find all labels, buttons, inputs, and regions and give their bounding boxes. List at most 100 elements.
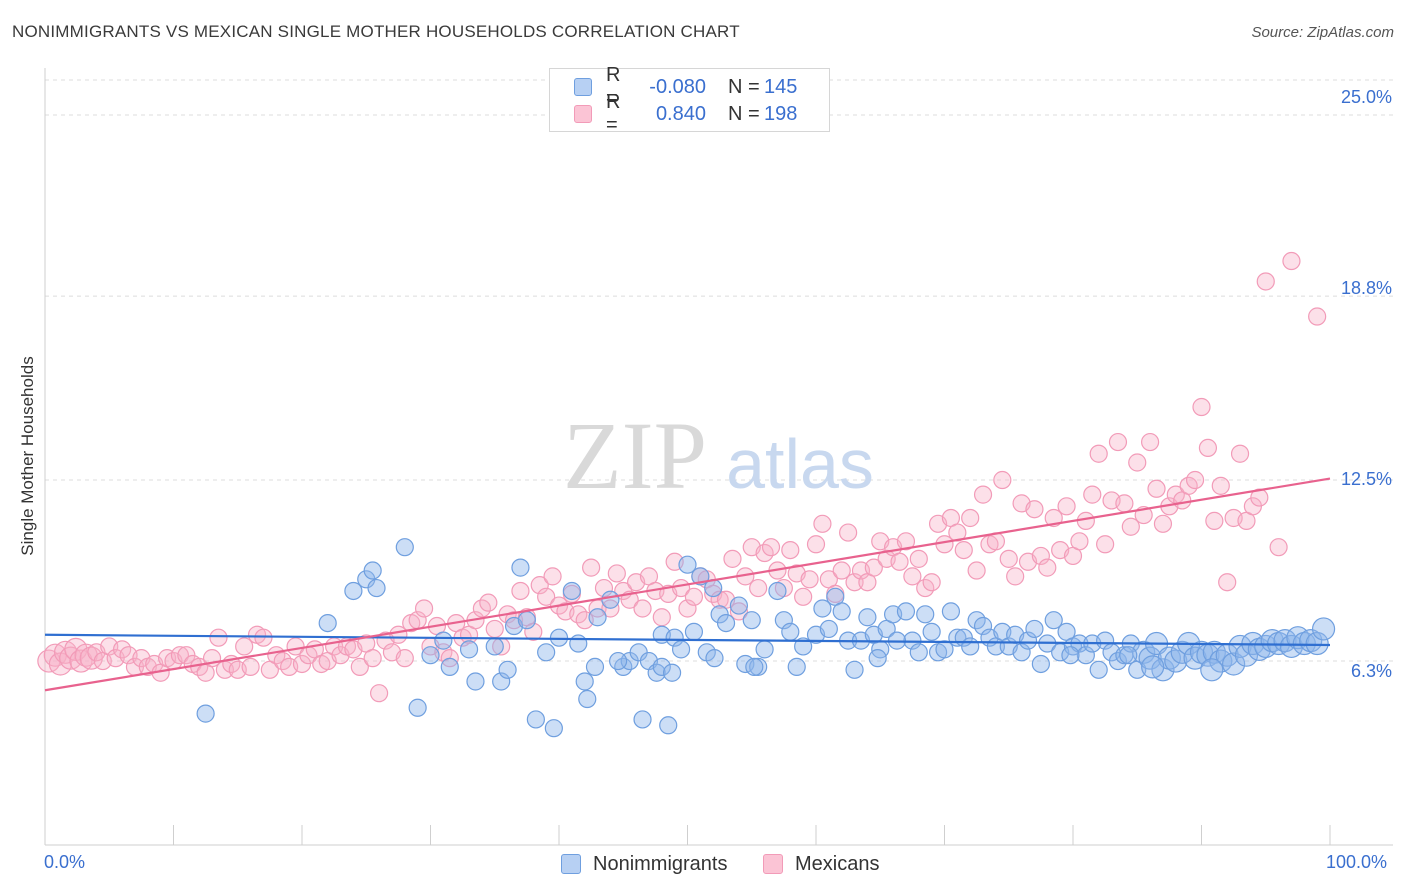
point-nonimmigrants [774, 611, 793, 630]
point-mexicans [781, 540, 800, 560]
legend-mexicans: Mexicans [763, 852, 879, 876]
legend-row-nonimmigrants: R = -0.080 N = 145 [574, 64, 798, 109]
y-axis-label: Single Mother Households [18, 356, 37, 556]
point-nonimmigrants [1031, 654, 1050, 674]
point-mexicans [813, 514, 832, 533]
trend-line-mexicans [44, 477, 1331, 692]
point-nonimmigrants [749, 657, 768, 676]
point-nonimmigrants [1311, 617, 1336, 641]
point-mexicans [1128, 453, 1147, 472]
point-nonimmigrants [578, 689, 597, 709]
point-nonimmigrants [794, 637, 813, 656]
point-nonimmigrants [909, 643, 928, 662]
correlation-legend: R = -0.080 N = 145 R = 0.840 N = 198 [549, 64, 830, 136]
point-nonimmigrants [517, 611, 536, 630]
point-mexicans [832, 561, 851, 580]
point-nonimmigrants [526, 710, 545, 729]
point-nonimmigrants [1018, 631, 1038, 650]
point-mexicans [749, 578, 768, 598]
point-nonimmigrants [318, 613, 337, 633]
point-nonimmigrants [395, 538, 414, 557]
r-label: R = [606, 64, 621, 109]
point-mexicans [530, 576, 549, 595]
point-mexicans [1038, 558, 1057, 577]
grid-lines [45, 79, 1393, 662]
x-tick-label: 100.0% [1326, 852, 1388, 872]
point-mexicans [594, 578, 614, 598]
point-nonimmigrants [781, 622, 800, 641]
point-nonimmigrants [511, 558, 530, 577]
n-value: 145 [764, 75, 798, 98]
point-nonimmigrants [421, 646, 440, 665]
point-mexicans [1153, 514, 1173, 533]
point-mexicans [1108, 432, 1128, 452]
y-tick-label: 25.0% [1340, 87, 1392, 107]
point-nonimmigrants [1200, 658, 1224, 682]
source-credit: Source: ZipAtlas.com [1251, 24, 1394, 41]
point-mexicans [479, 593, 498, 612]
point-nonimmigrants [601, 590, 620, 609]
point-nonimmigrants [588, 608, 607, 627]
n-label: N = [728, 102, 760, 125]
point-mexicans [1198, 438, 1218, 458]
r-value: 0.840 [655, 102, 706, 125]
point-mexicans [678, 599, 697, 618]
point-nonimmigrants [1299, 629, 1323, 653]
point-mexicans [235, 637, 254, 656]
point-mexicans [864, 558, 883, 577]
point-mexicans [1083, 485, 1102, 504]
point-nonimmigrants [569, 634, 588, 653]
point-mexicans [1308, 307, 1327, 326]
point-mexicans [633, 599, 652, 618]
point-nonimmigrants [787, 657, 806, 676]
point-mexicans [723, 549, 742, 568]
point-nonimmigrants [575, 672, 594, 691]
point-mexicans [1121, 517, 1140, 536]
point-nonimmigrants [819, 619, 838, 639]
point-mexicans [794, 587, 813, 606]
point-mexicans [1230, 444, 1250, 463]
point-mexicans [961, 508, 980, 528]
swatch-nonimmigrants [561, 854, 581, 874]
point-mexicans [1070, 532, 1089, 551]
point-mexicans [896, 532, 916, 551]
point-nonimmigrants [858, 608, 877, 627]
point-mexicans [395, 649, 414, 668]
point-nonimmigrants [678, 555, 697, 574]
point-nonimmigrants [665, 628, 684, 647]
point-nonimmigrants [1044, 611, 1063, 630]
point-nonimmigrants [916, 605, 935, 624]
y-tick-label: 6.3% [1350, 661, 1392, 681]
swatch-mexicans [574, 105, 592, 123]
point-nonimmigrants [705, 649, 724, 668]
point-nonimmigrants [609, 651, 628, 671]
point-nonimmigrants [440, 657, 459, 676]
chart-title: NONIMMIGRANTS VS MEXICAN SINGLE MOTHER H… [12, 22, 740, 41]
point-nonimmigrants [434, 631, 453, 650]
point-nonimmigrants [466, 672, 485, 691]
point-mexicans [1140, 432, 1160, 452]
point-mexicans [170, 646, 190, 665]
point-mexicans [582, 558, 601, 577]
y-tick-label: 18.8% [1340, 278, 1392, 298]
point-nonimmigrants [1189, 640, 1214, 664]
legend-nonimmigrants: Nonimmigrants [561, 852, 727, 876]
point-mexicans [890, 552, 909, 571]
point-nonimmigrants [845, 660, 864, 679]
point-mexicans [948, 523, 967, 542]
point-mexicans [363, 649, 382, 668]
point-mexicans [1044, 508, 1063, 528]
point-nonimmigrants [868, 649, 887, 668]
point-mexicans [1269, 538, 1288, 557]
x-tick-label: 0.0% [44, 852, 86, 872]
point-mexicans [370, 684, 389, 703]
point-mexicans [922, 573, 941, 592]
point-nonimmigrants [647, 663, 666, 682]
legend-label-mexicans: Mexicans [795, 852, 880, 875]
point-mexicans [1096, 535, 1115, 554]
point-mexicans [607, 564, 626, 583]
point-mexicans [806, 535, 826, 554]
point-mexicans [967, 561, 986, 580]
point-nonimmigrants [1222, 652, 1246, 676]
